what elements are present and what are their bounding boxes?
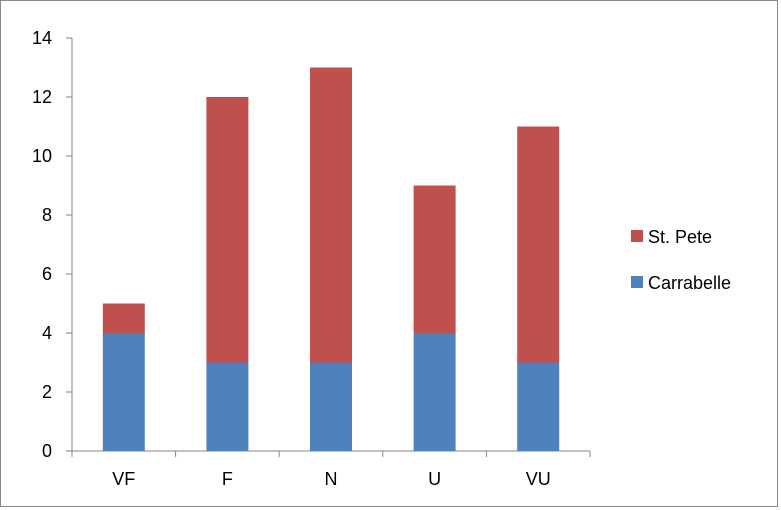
bar-carrabelle-vf (102, 333, 145, 451)
bar-carrabelle-n (310, 362, 352, 451)
y-tick-label-4: 4 (42, 323, 52, 343)
x-tick-label-n: N (325, 469, 338, 489)
bar-st-pete-f (206, 97, 249, 363)
x-tick-label-vu: VU (526, 469, 551, 489)
bar-carrabelle-vu (517, 362, 560, 451)
legend-label-carrabelle: Carrabelle (648, 273, 731, 293)
y-tick-label-6: 6 (42, 264, 52, 284)
y-tick-label-10: 10 (32, 146, 52, 166)
y-tick-label-12: 12 (32, 87, 52, 107)
bar-st-pete-vu (517, 126, 560, 363)
x-tick-label-vf: VF (112, 469, 135, 489)
x-tick-label-u: U (428, 469, 441, 489)
bar-st-pete-n (310, 67, 352, 363)
x-tick-label-f: F (222, 469, 233, 489)
bars (102, 67, 560, 451)
legend-label-st-pete: St. Pete (648, 227, 712, 247)
legend-item-st-pete: St. Pete (631, 227, 712, 247)
x-axis-tick-labels: VF F N U VU (112, 469, 550, 489)
legend-item-carrabelle: Carrabelle (631, 273, 731, 293)
legend-swatch-carrabelle (631, 276, 643, 288)
bar-carrabelle-f (206, 362, 249, 451)
bar-st-pete-vf (102, 303, 145, 333)
y-axis-tick-labels: 0 2 4 6 8 10 12 14 (32, 28, 52, 461)
legend-swatch-st-pete (631, 230, 643, 242)
y-tick-label-0: 0 (42, 441, 52, 461)
bar-carrabelle-u (413, 333, 456, 451)
y-tick-label-2: 2 (42, 382, 52, 402)
y-tick-label-14: 14 (32, 28, 52, 48)
legend: St. Pete Carrabelle (631, 227, 731, 293)
bar-st-pete-u (413, 185, 456, 333)
y-tick-label-8: 8 (42, 205, 52, 225)
